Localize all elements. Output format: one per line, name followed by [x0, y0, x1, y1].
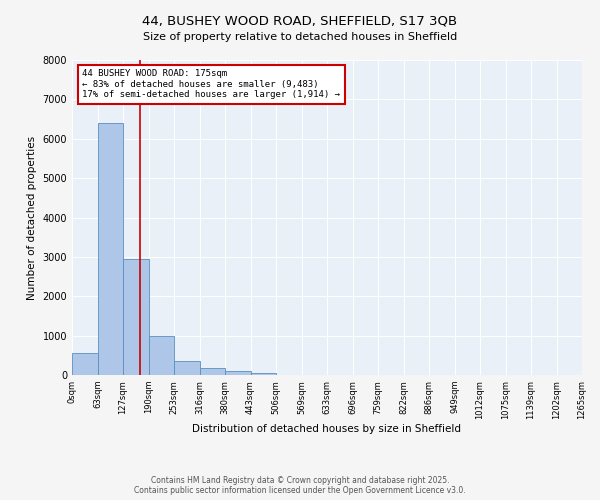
- Text: Contains HM Land Registry data © Crown copyright and database right 2025.
Contai: Contains HM Land Registry data © Crown c…: [134, 476, 466, 495]
- Text: 44, BUSHEY WOOD ROAD, SHEFFIELD, S17 3QB: 44, BUSHEY WOOD ROAD, SHEFFIELD, S17 3QB: [142, 15, 458, 28]
- Y-axis label: Number of detached properties: Number of detached properties: [27, 136, 37, 300]
- Bar: [97, 123, 123, 375]
- Bar: [225, 372, 251, 375]
- Text: Size of property relative to detached houses in Sheffield: Size of property relative to detached ho…: [143, 32, 457, 42]
- Bar: [72, 354, 97, 375]
- Bar: [149, 336, 174, 375]
- Text: 44 BUSHEY WOOD ROAD: 175sqm
← 83% of detached houses are smaller (9,483)
17% of : 44 BUSHEY WOOD ROAD: 175sqm ← 83% of det…: [82, 70, 340, 99]
- Bar: [251, 373, 276, 375]
- X-axis label: Distribution of detached houses by size in Sheffield: Distribution of detached houses by size …: [193, 424, 461, 434]
- Bar: [123, 259, 149, 375]
- Bar: [174, 361, 199, 375]
- Bar: [199, 368, 225, 375]
